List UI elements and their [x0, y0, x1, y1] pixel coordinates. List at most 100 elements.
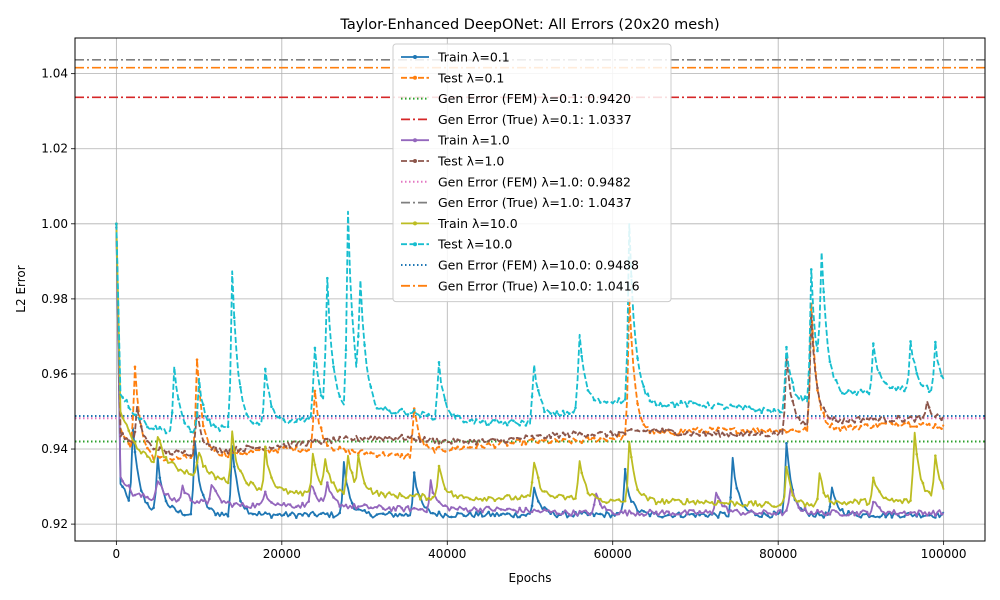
- legend-item: Gen Error (FEM) λ=0.1: 0.9420: [401, 91, 631, 106]
- data-point: [400, 452, 404, 456]
- data-point: [474, 446, 478, 450]
- data-point: [152, 460, 155, 464]
- legend-label: Test λ=10.0: [437, 237, 512, 252]
- data-point: [183, 453, 186, 457]
- data-point: [921, 384, 925, 388]
- data-point: [698, 434, 701, 437]
- data-point: [530, 510, 534, 514]
- data-point: [574, 439, 577, 442]
- data-point: [394, 411, 397, 415]
- data-point: [778, 429, 782, 433]
- data-point: [518, 506, 521, 510]
- data-point: [493, 446, 497, 449]
- data-point: [406, 435, 410, 439]
- data-point: [710, 433, 714, 437]
- data-point: [568, 435, 571, 439]
- data-point: [704, 405, 708, 409]
- data-point: [723, 502, 726, 505]
- data-point: [201, 493, 205, 497]
- data-point: [599, 512, 602, 516]
- data-point: [214, 489, 217, 493]
- data-point: [747, 510, 751, 514]
- data-point: [133, 365, 137, 369]
- data-point: [654, 510, 658, 514]
- legend-item: Gen Error (FEM) λ=1.0: 0.9482: [401, 174, 631, 189]
- data-point: [940, 512, 943, 516]
- data-point: [679, 399, 683, 403]
- data-point: [462, 514, 466, 517]
- data-point: [288, 490, 292, 493]
- data-point: [263, 490, 267, 494]
- data-point: [251, 421, 255, 425]
- data-point: [357, 334, 360, 338]
- data-point: [183, 471, 186, 475]
- series-path: [115, 227, 945, 517]
- data-point: [741, 434, 745, 437]
- data-point: [828, 425, 832, 429]
- data-point: [816, 508, 819, 512]
- data-point: [549, 510, 552, 514]
- data-point: [276, 486, 279, 489]
- data-point: [760, 411, 763, 415]
- data-point: [239, 447, 242, 451]
- data-point: [940, 418, 943, 422]
- data-point: [623, 467, 627, 471]
- data-point: [276, 513, 279, 516]
- data-point: [853, 425, 856, 429]
- data-point: [884, 422, 888, 425]
- data-point: [698, 510, 701, 513]
- data-point: [301, 501, 304, 505]
- data-point: [741, 429, 745, 432]
- data-point: [555, 410, 559, 413]
- data-point: [332, 481, 335, 484]
- data-point: [636, 511, 639, 515]
- data-point: [493, 438, 497, 442]
- data-point: [146, 455, 149, 458]
- data-point: [332, 365, 335, 368]
- legend-item: Gen Error (True) λ=1.0: 1.0437: [401, 195, 632, 210]
- data-point: [903, 389, 906, 393]
- data-point: [301, 440, 304, 444]
- data-point: [710, 427, 714, 431]
- data-point: [648, 430, 652, 434]
- legend-marker: [413, 242, 417, 247]
- data-point: [872, 425, 875, 428]
- data-point: [437, 510, 441, 514]
- data-point: [561, 494, 565, 498]
- data-point: [146, 425, 149, 429]
- data-point: [208, 443, 211, 447]
- data-point: [940, 427, 943, 430]
- data-point: [735, 486, 739, 490]
- data-point: [834, 510, 838, 513]
- data-point: [599, 430, 602, 434]
- data-point: [661, 427, 664, 431]
- data-point: [915, 372, 919, 375]
- data-point: [617, 512, 621, 516]
- data-point: [295, 420, 298, 423]
- data-point: [313, 463, 317, 467]
- data-point: [158, 456, 162, 459]
- data-point: [934, 454, 937, 457]
- data-point: [518, 515, 521, 519]
- data-point: [698, 513, 701, 517]
- data-point: [152, 506, 155, 510]
- data-point: [505, 512, 509, 515]
- data-point: [716, 516, 720, 519]
- x-tick-label: 0: [113, 547, 121, 561]
- legend-label: Test λ=1.0: [437, 154, 504, 169]
- data-point: [536, 476, 540, 480]
- data-point: [903, 498, 906, 501]
- data-point: [456, 511, 459, 515]
- data-point: [834, 426, 838, 430]
- data-point: [530, 504, 534, 508]
- data-point: [375, 437, 379, 441]
- data-point: [692, 401, 695, 405]
- data-point: [245, 444, 248, 448]
- data-point: [859, 498, 863, 502]
- data-point: [220, 501, 224, 504]
- data-point: [617, 498, 621, 501]
- data-point: [859, 420, 863, 424]
- data-point: [524, 495, 528, 498]
- data-point: [270, 501, 273, 504]
